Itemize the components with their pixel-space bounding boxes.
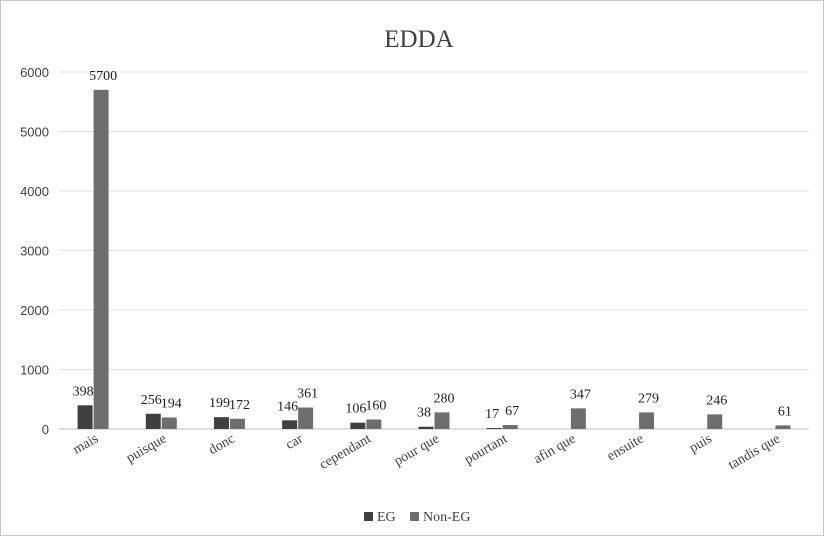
bar-non-eg-8 (639, 412, 655, 429)
bar-eg-0 (77, 405, 93, 429)
data-label-eg-2: 199 (209, 396, 230, 411)
data-label-non-eg-1: 194 (161, 396, 182, 411)
data-label-eg-4: 106 (345, 402, 366, 417)
data-label-non-eg-7: 347 (570, 387, 591, 402)
chart-title: EDDA (384, 26, 453, 53)
x-tick-label: tandis que (726, 431, 783, 473)
y-tick-label: 4000 (20, 184, 49, 199)
bar-eg-6 (486, 427, 502, 429)
x-tick-label: car (283, 431, 306, 453)
x-tick-label: donc (206, 431, 237, 458)
x-tick-label: pourtant (462, 431, 510, 467)
y-axis-ticks: 0 1000 2000 3000 4000 5000 6000 (20, 65, 49, 437)
legend-label-non-eg: Non-EG (423, 510, 470, 525)
x-tick-label: puis (687, 431, 715, 456)
bar-non-eg-2 (229, 418, 245, 429)
bar-non-eg-10 (775, 425, 791, 429)
data-label-eg-6: 17 (485, 407, 499, 422)
data-label-eg-0: 398 (73, 384, 94, 399)
data-label-eg-3: 146 (277, 399, 298, 414)
bar-non-eg-7 (570, 408, 586, 429)
x-tick-label: afin que (531, 431, 578, 467)
data-label-non-eg-5: 280 (434, 391, 455, 406)
bar-eg-3 (282, 420, 298, 429)
legend: EG Non-EG (364, 510, 470, 525)
data-label-eg-5: 38 (417, 406, 431, 421)
x-tick-label: cependant (317, 431, 374, 472)
bar-eg-5 (418, 426, 434, 429)
bar-non-eg-0 (93, 89, 109, 429)
x-tick-label: ensuite (605, 431, 647, 464)
data-label-non-eg-10: 61 (778, 404, 792, 419)
bar-non-eg-3 (298, 407, 314, 429)
bars (77, 89, 791, 429)
x-axis-ticks: mais puisque donc car cependant pour que pourt… (71, 431, 783, 473)
y-tick-label: 1000 (20, 363, 49, 378)
bar-non-eg-1 (161, 417, 177, 429)
bar-non-eg-4 (366, 419, 382, 429)
x-tick-label: puisque (124, 431, 169, 466)
y-tick-label: 0 (42, 422, 49, 437)
bar-eg-1 (145, 413, 161, 429)
data-label-non-eg-3: 361 (297, 387, 318, 402)
data-label-non-eg-6: 67 (505, 404, 519, 419)
x-tick-label: mais (71, 431, 101, 457)
y-tick-label: 6000 (20, 65, 49, 80)
data-label-non-eg-9: 246 (706, 393, 727, 408)
x-tick-label: pour que (392, 431, 442, 469)
legend-swatch-non-eg (410, 512, 419, 521)
y-tick-label: 3000 (20, 244, 49, 259)
gridlines (59, 71, 809, 430)
bar-eg-2 (213, 417, 229, 429)
data-label-non-eg-2: 172 (229, 398, 250, 413)
data-label-non-eg-4: 160 (365, 398, 386, 413)
legend-label-eg: EG (377, 510, 396, 525)
y-tick-label: 5000 (20, 125, 49, 140)
data-label-eg-1: 256 (141, 393, 162, 408)
bar-non-eg-9 (707, 414, 723, 429)
legend-swatch-eg (364, 512, 373, 521)
bar-non-eg-6 (502, 425, 518, 429)
data-label-non-eg-0: 5700 (89, 69, 117, 84)
data-label-non-eg-8: 279 (638, 391, 659, 406)
y-tick-label: 2000 (20, 303, 49, 318)
bar-non-eg-5 (434, 412, 450, 429)
bar-eg-4 (350, 422, 366, 429)
